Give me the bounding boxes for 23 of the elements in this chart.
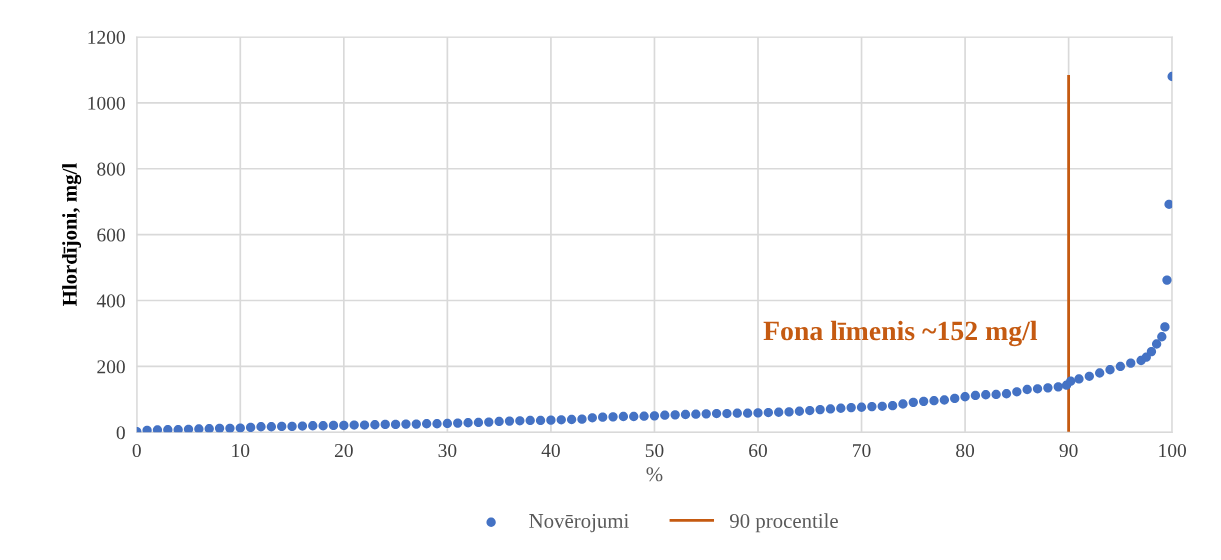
x-tick-label: 80 <box>956 443 975 458</box>
x-tick-label: 90 <box>1059 443 1078 458</box>
y-axis-title: Hlordījoni, mg/l <box>62 163 82 307</box>
x-tick-label: 10 <box>232 443 250 458</box>
y-tick-label: 0 <box>116 426 125 440</box>
x-tick-label: 20 <box>334 443 353 458</box>
legend-label: 90 procentile <box>729 513 838 533</box>
annotation: Fona līmenis ~152 mg/l <box>763 320 1038 347</box>
x-tick-label: 40 <box>541 443 560 458</box>
y-tick-label: 1000 <box>88 96 125 110</box>
x-tick-label: 50 <box>645 443 664 458</box>
x-axis-title: % <box>646 467 663 482</box>
y-tick-label: 600 <box>97 228 125 242</box>
x-tick-label: 0 <box>132 443 141 458</box>
legend-label: Novērojumi <box>529 513 629 533</box>
y-tick-label: 200 <box>97 360 125 374</box>
y-tick-label: 1200 <box>88 30 125 44</box>
x-tick-label: 100 <box>1159 443 1186 458</box>
y-tick-label: 400 <box>96 294 125 308</box>
y-tick-label: 800 <box>97 162 125 176</box>
x-tick-label: 30 <box>438 443 457 458</box>
x-tick-label: 60 <box>749 443 767 458</box>
x-tick-label: 70 <box>853 443 871 458</box>
